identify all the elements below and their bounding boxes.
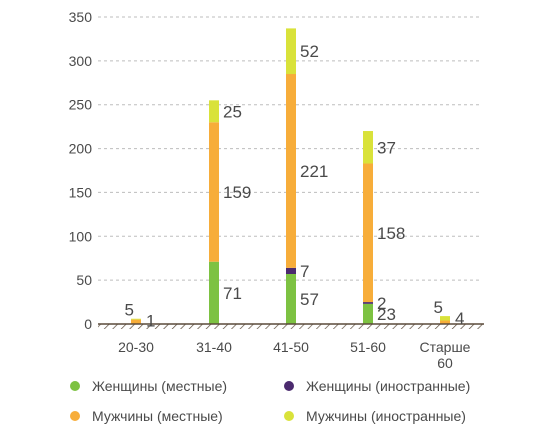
y-tick-label: 250 [69, 97, 93, 113]
data-label: 7 [300, 262, 309, 281]
bar-segment-men-foreign [131, 318, 141, 320]
data-label: 5 [125, 301, 134, 320]
legend-item-men-local: Мужчины (местные) [70, 408, 223, 424]
bar-segment-women-foreign [286, 267, 296, 275]
data-label: 1 [146, 312, 155, 331]
y-tick-label: 300 [69, 53, 93, 69]
legend-swatch-men-local [70, 411, 80, 421]
y-tick-label: 50 [76, 272, 92, 288]
x-tick-label: 41-50 [273, 339, 309, 355]
bar-segment-women-foreign [363, 302, 373, 304]
y-tick-label: 0 [84, 316, 92, 332]
bar-segment-women-local [286, 274, 296, 324]
data-label: 158 [377, 224, 405, 243]
legend-swatch-women-foreign [284, 381, 294, 391]
legend-label: Женщины (иностранные) [306, 378, 471, 394]
bar-segment-women-local [363, 303, 373, 324]
data-label: 5 [434, 298, 443, 317]
data-label: 25 [223, 102, 242, 121]
x-tick-label: Старше [420, 339, 471, 355]
bar-segment-men-foreign [209, 100, 219, 123]
bar-segment-men-local [363, 163, 373, 303]
data-label: 71 [223, 284, 242, 303]
x-tick-label: 31-40 [196, 339, 232, 355]
bar-segment-men-local [440, 320, 450, 324]
legend: Женщины (местные) Женщины (иностранные) … [0, 372, 550, 432]
y-tick-label: 200 [69, 141, 93, 157]
data-label: 23 [377, 305, 396, 324]
x-tick-label: 60 [437, 355, 453, 371]
baseline [98, 323, 484, 329]
y-axis-tick-labels: 0 50 100 150 200 250 300 350 [69, 9, 93, 332]
grid-lines [98, 16, 480, 281]
baseline-hatch [98, 324, 484, 329]
data-label: 2 [377, 294, 386, 313]
x-tick-label: 51-60 [350, 339, 386, 355]
bar-segment-men-foreign [286, 28, 296, 75]
data-label: 52 [300, 42, 319, 61]
legend-item-women-local: Женщины (местные) [70, 378, 227, 394]
data-label: 4 [455, 309, 464, 328]
legend-swatch-men-foreign [284, 411, 294, 421]
legend-label: Мужчины (иностранные) [306, 408, 466, 424]
data-label: 221 [300, 162, 328, 181]
legend-swatch-women-local [70, 381, 80, 391]
bar-segment-men-local [131, 319, 141, 324]
bar-segment-women-local [209, 261, 219, 324]
bars [131, 28, 450, 324]
y-tick-label: 350 [69, 9, 93, 25]
y-tick-label: 100 [69, 228, 93, 244]
legend-label: Женщины (местные) [92, 378, 228, 394]
data-label: 37 [377, 138, 396, 157]
bar-segment-men-local [286, 74, 296, 268]
data-label: 159 [223, 183, 251, 202]
legend-item-men-foreign: Мужчины (иностранные) [284, 408, 466, 424]
bar-segment-men-foreign [440, 316, 450, 321]
legend-item-women-foreign: Женщины (иностранные) [284, 378, 470, 394]
data-label: 57 [300, 290, 319, 309]
y-tick-label: 150 [69, 184, 93, 200]
bar-segment-men-local [209, 122, 219, 262]
legend-label: Мужчины (местные) [92, 408, 223, 424]
bar-segment-men-foreign [363, 131, 373, 164]
x-tick-label: 20-30 [118, 339, 154, 355]
